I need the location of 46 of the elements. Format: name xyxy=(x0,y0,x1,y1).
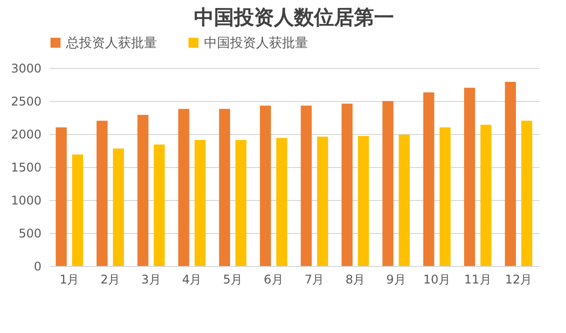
bar xyxy=(480,124,492,266)
bar xyxy=(521,120,532,266)
chart-title: 中国投资人数位居第一 xyxy=(194,5,394,29)
y-tick-label: 1000 xyxy=(10,194,42,208)
bar xyxy=(72,154,84,266)
y-tick-label: 2500 xyxy=(10,94,42,108)
bar xyxy=(178,108,190,266)
bar xyxy=(276,138,288,266)
bar xyxy=(504,82,516,266)
x-tick-label: 11月 xyxy=(464,272,492,286)
bar xyxy=(317,136,328,266)
bar xyxy=(300,106,312,266)
y-tick-label: 3000 xyxy=(10,62,42,76)
x-tick-label: 2月 xyxy=(100,272,120,286)
bar xyxy=(382,101,394,266)
y-tick-label: 1500 xyxy=(10,160,42,174)
y-tick-label: 0 xyxy=(34,260,42,274)
x-tick-label: 1月 xyxy=(60,272,80,286)
bar xyxy=(358,136,369,266)
legend-label: 中国投资人获批量 xyxy=(204,36,308,51)
x-tick-label: 4月 xyxy=(182,272,202,286)
bar xyxy=(137,114,148,266)
bar xyxy=(398,134,410,266)
bar xyxy=(219,108,230,266)
bar xyxy=(464,88,476,266)
bar xyxy=(56,127,67,266)
legend-label: 总投资人获批量 xyxy=(65,36,157,51)
y-tick-label: 500 xyxy=(18,226,42,240)
bar xyxy=(96,120,108,266)
bar xyxy=(440,127,451,266)
bar xyxy=(112,148,124,266)
bar xyxy=(342,104,353,266)
x-tick-label: 6月 xyxy=(264,272,284,286)
x-tick-label: 3月 xyxy=(141,272,161,286)
bar xyxy=(194,140,206,266)
x-tick-label: 12月 xyxy=(504,272,532,286)
bar xyxy=(154,144,165,266)
x-tick-label: 5月 xyxy=(222,272,243,286)
x-tick-label: 9月 xyxy=(386,272,406,286)
x-tick-label: 8月 xyxy=(345,272,366,286)
bar xyxy=(423,92,434,266)
bar xyxy=(260,106,271,266)
y-tick-label: 2000 xyxy=(10,128,42,142)
x-tick-label: 10月 xyxy=(423,272,451,286)
x-tick-label: 7月 xyxy=(304,272,324,286)
bar xyxy=(235,140,246,266)
